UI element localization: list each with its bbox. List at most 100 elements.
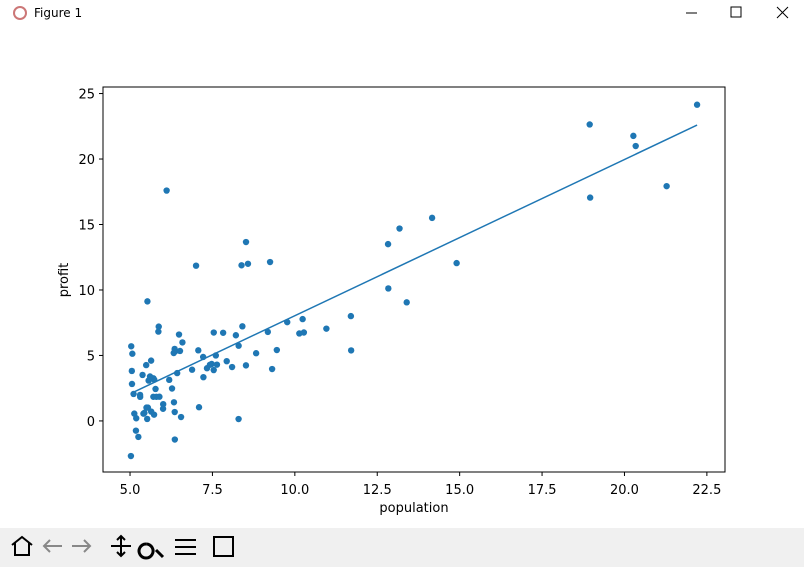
y-tick-label: 5: [87, 349, 95, 364]
data-point: [264, 328, 272, 336]
data-point: [135, 433, 142, 441]
data-point: [143, 404, 150, 411]
data-point: [235, 342, 242, 349]
configure-button[interactable]: [175, 539, 196, 555]
data-point: [128, 367, 136, 375]
data-point: [323, 325, 330, 332]
forward-button[interactable]: [72, 539, 92, 553]
data-point: [155, 328, 162, 335]
y-tick-label: 25: [78, 88, 95, 103]
data-point: [132, 427, 140, 434]
data-point: [632, 142, 639, 150]
data-point: [142, 361, 150, 369]
data-point: [188, 366, 196, 373]
x-tick-label: 17.5: [528, 483, 557, 498]
maximize-button[interactable]: [730, 6, 742, 18]
data-point: [239, 323, 246, 330]
x-tick-label: 20.0: [610, 483, 639, 498]
data-point: [147, 357, 155, 364]
fit-line: [130, 124, 698, 395]
data-point: [242, 362, 250, 369]
data-point: [150, 411, 158, 418]
data-point: [299, 315, 306, 323]
data-point: [396, 225, 403, 232]
data-point: [300, 329, 308, 336]
zoom-button[interactable]: [137, 542, 165, 560]
save-button[interactable]: [213, 536, 234, 557]
data-point: [177, 413, 185, 421]
data-point: [170, 399, 178, 406]
data-point: [171, 408, 178, 416]
data-point: [195, 347, 202, 354]
x-axis-label: population: [379, 501, 448, 516]
data-point: [200, 373, 207, 381]
data-point: [139, 371, 146, 379]
home-button[interactable]: [11, 535, 33, 556]
x-tick-label: 5.0: [120, 483, 141, 498]
data-point: [159, 405, 167, 412]
data-point: [630, 132, 637, 140]
data-point: [144, 298, 151, 305]
data-point: [159, 400, 167, 408]
data-point: [163, 187, 170, 194]
data-point: [143, 415, 151, 423]
y-tick-label: 0: [87, 415, 95, 430]
data-point: [347, 347, 355, 354]
y-axis-label: profit: [57, 263, 72, 298]
data-point: [171, 345, 178, 353]
data-point: [586, 121, 593, 128]
data-point: [175, 331, 183, 338]
x-tick-label: 22.5: [692, 483, 721, 498]
data-point: [192, 262, 200, 269]
data-point: [232, 332, 240, 339]
data-point: [213, 361, 221, 368]
x-tick-label: 12.5: [363, 483, 392, 498]
data-point: [242, 238, 250, 246]
data-point: [129, 350, 136, 357]
data-point: [136, 391, 144, 399]
y-tick-label: 20: [78, 153, 95, 168]
data-point: [152, 385, 159, 393]
data-point: [228, 363, 236, 371]
data-point: [203, 365, 211, 372]
data-point: [171, 436, 179, 443]
data-point: [176, 347, 184, 355]
data-point: [210, 366, 217, 374]
data-point: [266, 258, 274, 266]
data-point: [428, 214, 436, 222]
data-point: [235, 415, 242, 423]
data-point: [244, 260, 252, 267]
pan-button[interactable]: [111, 534, 131, 558]
x-tick-label: 10.0: [280, 483, 309, 498]
y-tick-label: 15: [78, 219, 95, 234]
data-point: [384, 240, 392, 248]
data-point: [128, 343, 135, 350]
data-point: [210, 329, 217, 336]
data-point: [219, 329, 227, 336]
data-point: [693, 101, 701, 108]
data-point: [133, 415, 140, 422]
y-tick-label: 10: [78, 284, 95, 299]
toolbar-buttons: [11, 534, 234, 560]
x-tick-label: 15.0: [445, 483, 474, 498]
x-tick-label: 7.5: [202, 483, 223, 498]
data-point: [128, 380, 136, 388]
close-button[interactable]: [776, 6, 789, 19]
data-point: [141, 409, 148, 417]
data-point: [179, 339, 186, 346]
back-button[interactable]: [42, 539, 62, 553]
data-point: [155, 323, 162, 330]
data-point: [273, 346, 281, 354]
data-point: [127, 452, 135, 460]
window-title: Figure 1: [34, 6, 82, 20]
data-point: [385, 285, 392, 292]
title-bar: [0, 0, 804, 28]
data-point: [453, 259, 460, 267]
app-icon: [13, 6, 27, 20]
data-point: [347, 312, 355, 320]
data-point: [150, 393, 157, 400]
data-point: [166, 376, 173, 384]
data-point: [586, 194, 594, 201]
